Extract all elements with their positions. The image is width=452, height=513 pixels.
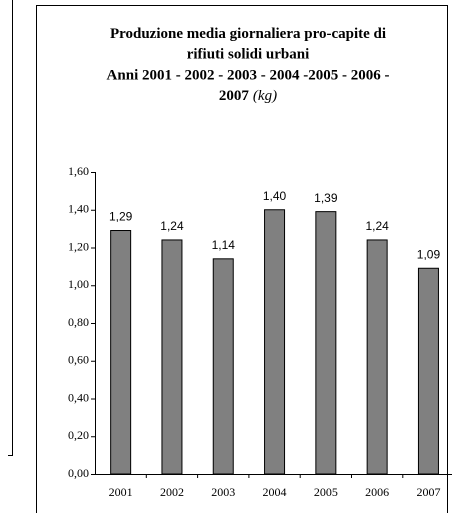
bar <box>315 211 337 475</box>
x-tick-label: 2004 <box>263 485 287 499</box>
value-label: 1,39 <box>314 191 338 205</box>
bar <box>264 209 286 475</box>
x-tick-label: 2003 <box>211 485 235 499</box>
bar <box>417 267 439 475</box>
title-line: Produzione media giornaliera pro-capite … <box>110 26 386 42</box>
bar <box>366 239 388 475</box>
title-unit: (kg) <box>253 89 277 105</box>
value-label: 1,29 <box>109 210 133 224</box>
x-tick-label: 2007 <box>416 485 440 499</box>
y-tick-label: 0,20 <box>68 428 89 442</box>
bar <box>110 230 132 475</box>
x-tick-label: 2002 <box>160 485 184 499</box>
chart-title: rifiuti solidi urbani <box>187 47 310 63</box>
value-label: 1,14 <box>212 238 236 252</box>
title-line: rifiuti solidi urbani <box>187 47 310 63</box>
x-tick-label: 2005 <box>314 485 338 499</box>
value-label: 1,09 <box>417 247 441 261</box>
y-tick-label: 1,20 <box>68 239 89 253</box>
chart-frame <box>36 5 448 513</box>
bar <box>212 258 234 475</box>
title-line: Anni 2001 - 2002 - 2003 - 2004 -2005 - 2… <box>107 68 390 84</box>
chart-title: 2007 (kg) <box>219 89 277 105</box>
y-tick-label: 0,80 <box>68 315 89 329</box>
title-line: 2007 <box>219 89 250 105</box>
y-tick-label: 1,00 <box>68 277 89 291</box>
y-tick-label: 1,60 <box>68 164 89 178</box>
chart-title: Produzione media giornaliera pro-capite … <box>110 26 386 42</box>
value-label: 1,24 <box>160 219 184 233</box>
y-tick-label: 1,40 <box>68 202 89 216</box>
bar <box>161 239 183 475</box>
value-label: 1,24 <box>365 219 389 233</box>
y-tick-label: 0,40 <box>68 390 89 404</box>
value-label: 1,40 <box>263 189 287 203</box>
y-tick-label: 0,00 <box>68 466 89 480</box>
x-tick-label: 2006 <box>365 485 389 499</box>
y-tick-label: 0,60 <box>68 353 89 367</box>
chart-title: Anni 2001 - 2002 - 2003 - 2004 -2005 - 2… <box>107 68 390 84</box>
x-tick-label: 2001 <box>109 485 133 499</box>
